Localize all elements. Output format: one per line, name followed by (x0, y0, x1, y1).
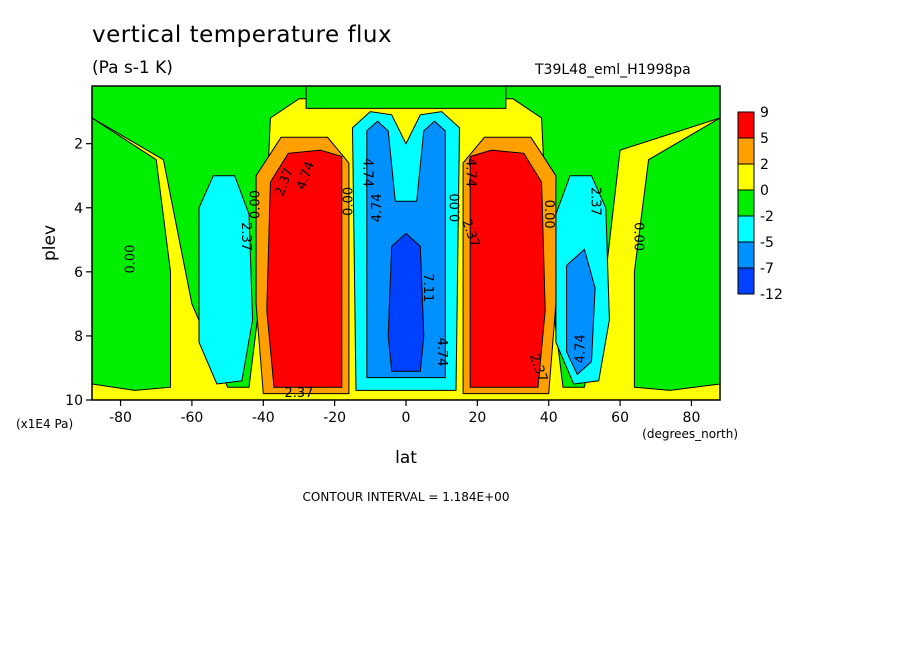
colorbar-label: 2 (760, 157, 769, 173)
colorbar: 9 5 2 0 -2 -5 -7 -12 (737, 105, 783, 303)
contour-label: 0.00 (124, 245, 139, 274)
chart-subtitle: (Pa s-1 K) (92, 58, 173, 78)
colorbar-label: 9 (760, 105, 769, 121)
colorbar-swatch (737, 111, 755, 139)
y-axis-label: plev (40, 225, 60, 261)
x-tick-label: 60 (611, 410, 629, 426)
contour-label: 2.37 (238, 222, 253, 251)
colorbar-label: -12 (760, 287, 783, 303)
run-label: T39L48_eml_H1998pa (535, 62, 691, 78)
contour-label: 0.00 (541, 200, 556, 229)
colorbar-label: -2 (760, 209, 774, 225)
x-tick-label: -80 (109, 410, 132, 426)
region-green-left (92, 117, 171, 391)
x-tick-label: 40 (540, 410, 558, 426)
contour-label: 0.00 (630, 222, 645, 251)
colorbar-swatch (737, 267, 755, 295)
chart-title: vertical temperature flux (92, 22, 393, 48)
y-tick-label: 10 (65, 393, 83, 409)
contour-label: 4.74 (359, 158, 374, 187)
region-red-left (266, 149, 343, 388)
y-tick-label: 4 (74, 201, 83, 217)
contour-label: 4.74 (434, 337, 449, 366)
colorbar-swatch (737, 241, 755, 269)
contour-label: 2.37 (588, 187, 603, 216)
region-green-top-band (305, 86, 507, 109)
contour-label: 2.37 (284, 386, 313, 401)
filled-contours (92, 86, 720, 395)
x-tick-label: -40 (252, 410, 275, 426)
colorbar-label: 5 (760, 131, 769, 147)
x-unit-label: (degrees_north) (642, 427, 738, 441)
colorbar-label: 0 (760, 183, 769, 199)
colorbar-label: -7 (760, 261, 774, 277)
contour-interval: CONTOUR INTERVAL = 1.184E+00 (303, 490, 510, 504)
colorbar-label: -5 (760, 235, 774, 251)
x-tick-label: 80 (683, 410, 701, 426)
contour-label: 7.11 (420, 273, 435, 302)
region-green-right (633, 117, 720, 391)
region-blue-right-core (566, 248, 596, 376)
x-tick-label: -60 (180, 410, 203, 426)
contour-label: 4.74 (463, 158, 478, 187)
x-axis-label: lat (395, 448, 417, 468)
contour-label: 4.74 (370, 193, 385, 222)
contour-label: 4.74 (573, 334, 588, 363)
region-cyan-left (198, 175, 254, 385)
region-deep-blue-equator (387, 232, 425, 372)
y-unit-label: (x1E4 Pa) (16, 417, 73, 431)
contour-label: 0.00 (249, 190, 264, 219)
colorbar-swatch (737, 189, 755, 217)
contour-labels: 0.002.374.740.002.370.004.744.744.740.00… (124, 158, 646, 401)
contour-label: 0.00 (341, 187, 356, 216)
y-tick-label: 8 (74, 329, 83, 345)
y-tick-label: 6 (74, 265, 83, 281)
y-tick-label: 2 (74, 137, 83, 153)
contour-label: 0.00 (448, 193, 463, 222)
colorbar-swatch (737, 215, 755, 243)
colorbar-swatch (737, 163, 755, 191)
y-axis: 2 4 6 8 10 (65, 137, 92, 409)
colorbar-swatch (737, 137, 755, 165)
region-red-right (469, 149, 546, 388)
x-tick-label: -20 (323, 410, 346, 426)
x-tick-label: 0 (402, 410, 411, 426)
x-tick-label: 20 (468, 410, 486, 426)
x-axis: -80 -60 -40 -20 0 20 40 60 80 (109, 400, 700, 426)
